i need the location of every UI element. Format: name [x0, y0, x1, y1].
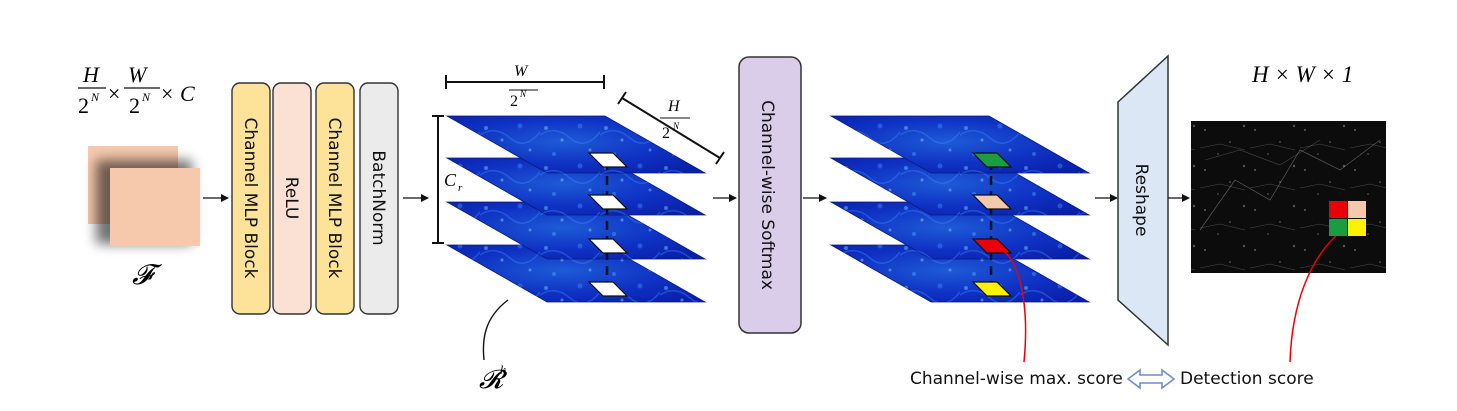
output-cell-peach [1348, 201, 1366, 218]
reshape-label: Reshape [1131, 164, 1151, 237]
rk-sup: k [500, 362, 506, 377]
height-n: N [672, 121, 680, 131]
legend-detection-score: Detection score [1180, 369, 1314, 389]
block-1-box [231, 82, 271, 315]
block-3-box [315, 82, 355, 315]
response-pixel-cell-1 [587, 152, 629, 168]
rk-symbol: 𝓡 [479, 365, 508, 394]
input-h: H [82, 62, 100, 87]
rk-callout-line [482, 299, 509, 361]
input-w: W [128, 62, 148, 87]
block-stack: Channel MLP Block ReLU Channel MLP Block Ba… [231, 82, 399, 315]
legend-max-score: Channel-wise max. score [910, 369, 1123, 389]
output-cell-green [1329, 219, 1347, 236]
cr-sub: r [458, 182, 463, 194]
input-dims-label: H 2 N × W 2 N × C [78, 62, 195, 118]
block-1: Channel MLP Block [231, 82, 271, 315]
input-n-2: N [141, 90, 151, 104]
output-cell-yellow [1348, 219, 1366, 236]
softmax-pixel-cell-4 [971, 281, 1013, 297]
output-structure-lines [1199, 139, 1381, 231]
block-1-label: Channel MLP Block [240, 118, 260, 279]
response-map-stack [445, 115, 707, 303]
block-2: ReLU [272, 82, 312, 315]
channel-dimension: C r [432, 115, 463, 244]
width-two: 2 [510, 93, 518, 110]
width-n: N [519, 89, 527, 99]
output-cell-red [1329, 201, 1347, 218]
reshape-block: Reshape [1117, 54, 1169, 347]
double-arrow-icon [1126, 368, 1176, 390]
output-dims: H × W × 1 [1251, 62, 1353, 87]
input-feature-maps [88, 146, 200, 246]
height-dim-tick-top [617, 91, 627, 105]
softmax-map-stack [829, 115, 1091, 303]
response-pixel-cell-3 [587, 238, 629, 254]
response-plane-1 [445, 115, 707, 174]
height-dim-tick-bottom [715, 151, 725, 165]
max-score-callout [992, 245, 1027, 363]
height-h: H [667, 98, 681, 115]
softmax-pixel-cell-1 [971, 152, 1013, 168]
softmax-pixel-cell-2 [971, 194, 1013, 210]
feature-square-front [110, 168, 200, 246]
height-dim-line [621, 97, 721, 159]
output-image-texture [1191, 121, 1386, 273]
block-2-label: ReLU [281, 177, 301, 220]
softmax-plane-1 [829, 115, 1091, 174]
block-3-label: Channel MLP Block [324, 118, 344, 279]
width-w: W [514, 63, 529, 80]
response-pixel-cell-2 [587, 194, 629, 210]
block-2-box [272, 82, 312, 315]
input-n-1: N [90, 90, 100, 104]
block-3: Channel MLP Block [315, 82, 355, 315]
input-c: C [180, 81, 195, 106]
block-4: BatchNorm [359, 82, 399, 315]
input-times-1: × [108, 81, 120, 106]
output-color-grid [1329, 201, 1366, 236]
feature-symbol: 𝓕 [132, 260, 162, 291]
block-4-label: BatchNorm [368, 150, 388, 245]
reshape-trapezoid [1117, 54, 1169, 347]
height-two: 2 [662, 125, 670, 142]
width-dimension: W 2 N [445, 63, 605, 110]
cr-main: C [444, 170, 457, 190]
legend: Channel-wise max. score Detection score [910, 368, 1314, 390]
input-times-2: × [161, 81, 173, 106]
response-pixel-cell-4 [587, 281, 629, 297]
softmax-label: Channel-wise Softmax [757, 100, 777, 290]
height-dimension: H 2 N [617, 91, 725, 165]
input-two-1: 2 [78, 93, 89, 118]
block-4-box [359, 82, 399, 315]
softmax-box [738, 56, 802, 334]
softmax-block: Channel-wise Softmax [738, 56, 802, 334]
input-two-2: 2 [129, 93, 140, 118]
detection-score-map [1191, 121, 1386, 273]
detection-score-callout [1289, 235, 1337, 363]
